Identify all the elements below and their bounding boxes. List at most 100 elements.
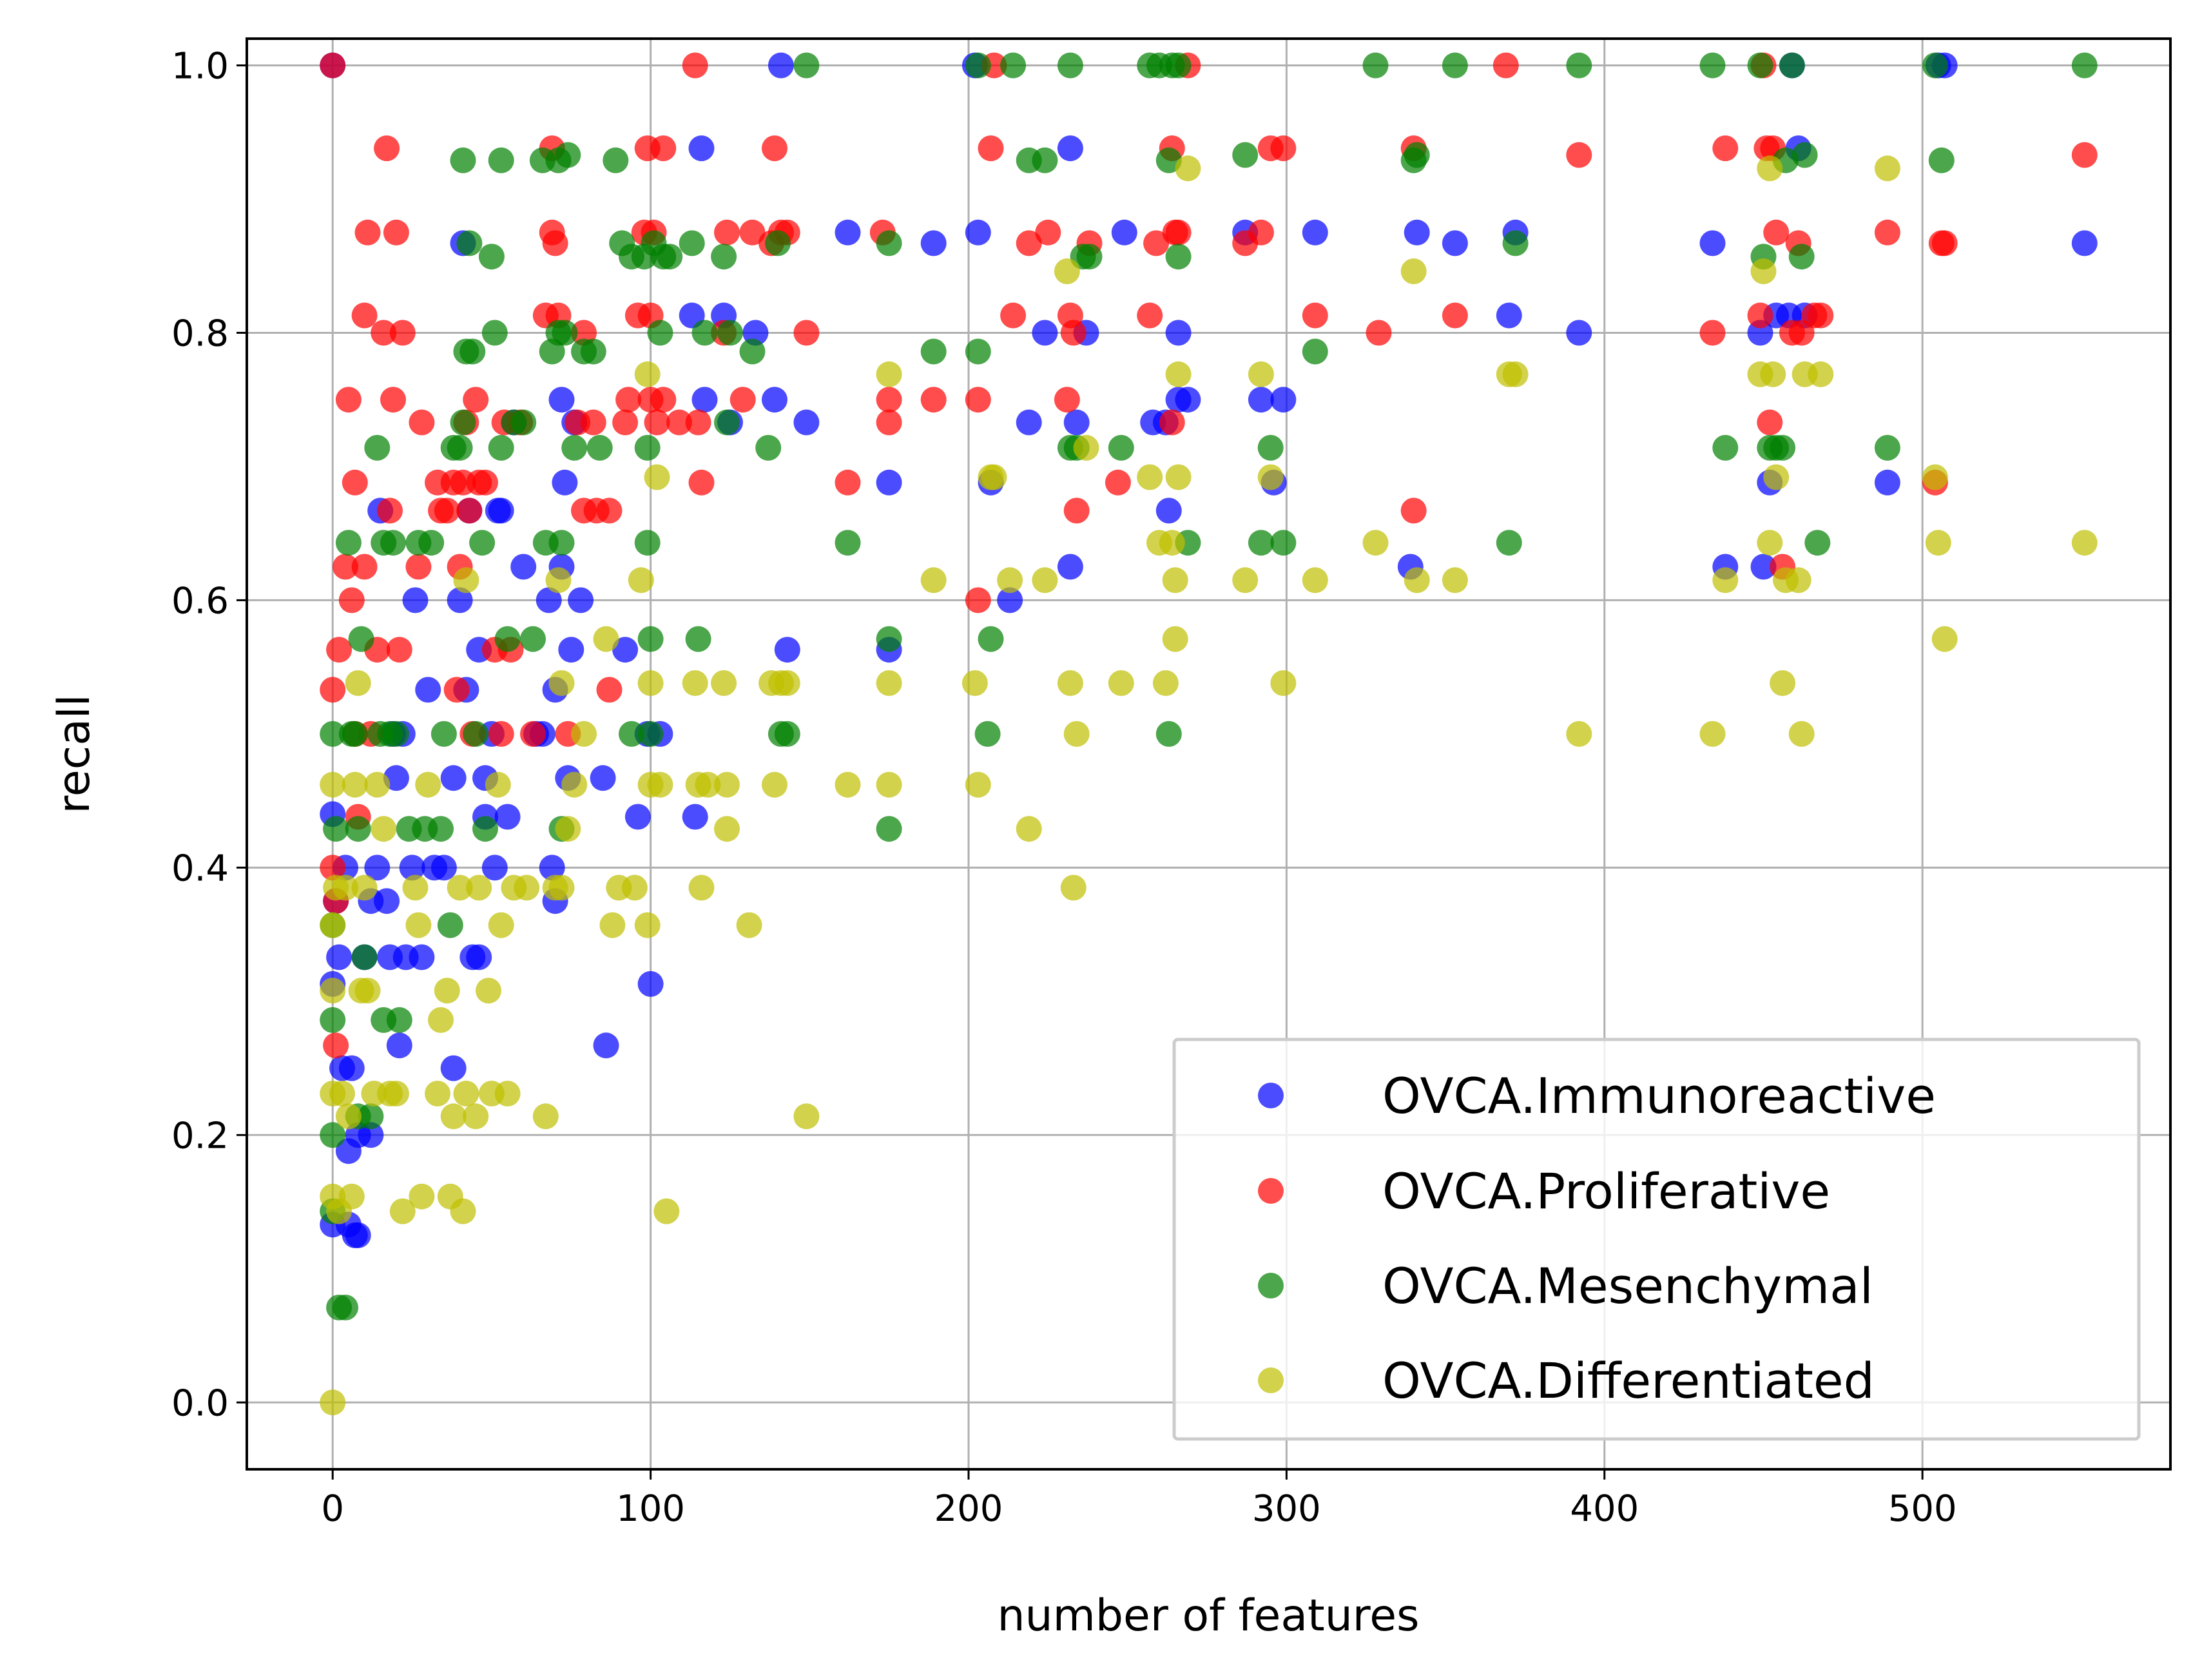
data-point [965, 587, 991, 613]
data-point [466, 944, 492, 970]
data-point [1566, 52, 1592, 79]
data-point [1162, 567, 1188, 594]
data-point [1808, 361, 1834, 387]
data-point [920, 567, 947, 594]
data-point [1165, 320, 1192, 346]
data-point [876, 816, 902, 842]
data-point [1699, 230, 1726, 256]
data-point [590, 765, 616, 791]
data-point [320, 677, 346, 703]
data-point [1057, 670, 1083, 696]
data-point [488, 912, 514, 938]
data-point [561, 771, 588, 798]
data-point [691, 387, 718, 413]
data-point [485, 771, 511, 798]
data-point [685, 626, 711, 652]
data-point [555, 816, 581, 842]
data-point [1492, 52, 1519, 79]
data-point [472, 816, 498, 842]
data-point [320, 720, 346, 747]
data-point [920, 230, 947, 256]
data-point [558, 637, 584, 663]
data-point [920, 338, 947, 365]
data-point [981, 464, 1007, 490]
data-point [351, 944, 378, 970]
data-point [1270, 530, 1297, 556]
data-point [1302, 219, 1328, 246]
data-point [1366, 320, 1392, 346]
data-point [685, 409, 711, 436]
data-point [1404, 567, 1430, 594]
data-point [1362, 52, 1389, 79]
data-point [1159, 409, 1185, 436]
data-point [333, 874, 358, 901]
data-point [612, 637, 639, 663]
data-point [1770, 434, 1796, 461]
data-point [545, 567, 572, 594]
data-point [1760, 361, 1786, 387]
data-point [1922, 52, 1948, 79]
data-point [371, 816, 397, 842]
legend-marker-differentiated [1258, 1367, 1284, 1393]
data-point [1442, 567, 1468, 594]
data-point [1404, 142, 1430, 168]
x-axis-label: number of features [997, 1590, 1419, 1641]
y-tick-label: 0.2 [171, 1115, 229, 1157]
data-point [1000, 302, 1027, 329]
data-point [1788, 244, 1815, 270]
data-point [478, 244, 505, 270]
data-point [593, 1032, 619, 1059]
data-point [647, 320, 673, 346]
data-point [1712, 434, 1739, 461]
data-point [997, 587, 1023, 613]
data-point [1032, 567, 1058, 594]
data-point [1108, 434, 1134, 461]
data-point [688, 469, 715, 496]
data-point [682, 804, 708, 830]
data-point [729, 387, 756, 413]
data-point [586, 434, 613, 461]
data-point [1400, 258, 1427, 284]
data-point [596, 677, 623, 703]
x-tick-label: 200 [934, 1488, 1003, 1530]
series-2 [320, 52, 2098, 1320]
data-point [405, 554, 432, 580]
data-point [1874, 434, 1900, 461]
data-point [1016, 409, 1042, 436]
y-tick-label: 0.4 [171, 847, 229, 889]
legend-marker-proliferative [1258, 1178, 1284, 1204]
data-point [1788, 720, 1815, 747]
data-points [320, 52, 2098, 1416]
data-point [1770, 670, 1796, 696]
data-point [688, 874, 715, 901]
data-point [768, 52, 794, 79]
data-point [1302, 302, 1328, 329]
data-point [1054, 258, 1080, 284]
data-point [1073, 434, 1099, 461]
data-point [342, 771, 368, 798]
data-point [1785, 567, 1811, 594]
data-point [510, 554, 537, 580]
data-point [1566, 142, 1592, 168]
data-point [1063, 409, 1090, 436]
data-point [552, 320, 578, 346]
data-point [345, 816, 371, 842]
data-point [634, 434, 661, 461]
data-point [494, 626, 521, 652]
data-point [459, 338, 486, 365]
data-point [402, 587, 429, 613]
data-point [510, 409, 537, 436]
data-point [1057, 554, 1083, 580]
data-point [1032, 147, 1058, 173]
data-point [402, 874, 429, 901]
grid [247, 39, 2170, 1469]
data-point [1063, 720, 1090, 747]
data-point [348, 626, 374, 652]
data-point [453, 567, 479, 594]
legend-label-mesenchymal: OVCA.Mesenchymal [1382, 1257, 1873, 1315]
data-point [666, 409, 692, 436]
y-axis-label: recall [49, 694, 100, 813]
x-tick-label: 500 [1888, 1488, 1957, 1530]
data-point [450, 409, 476, 436]
